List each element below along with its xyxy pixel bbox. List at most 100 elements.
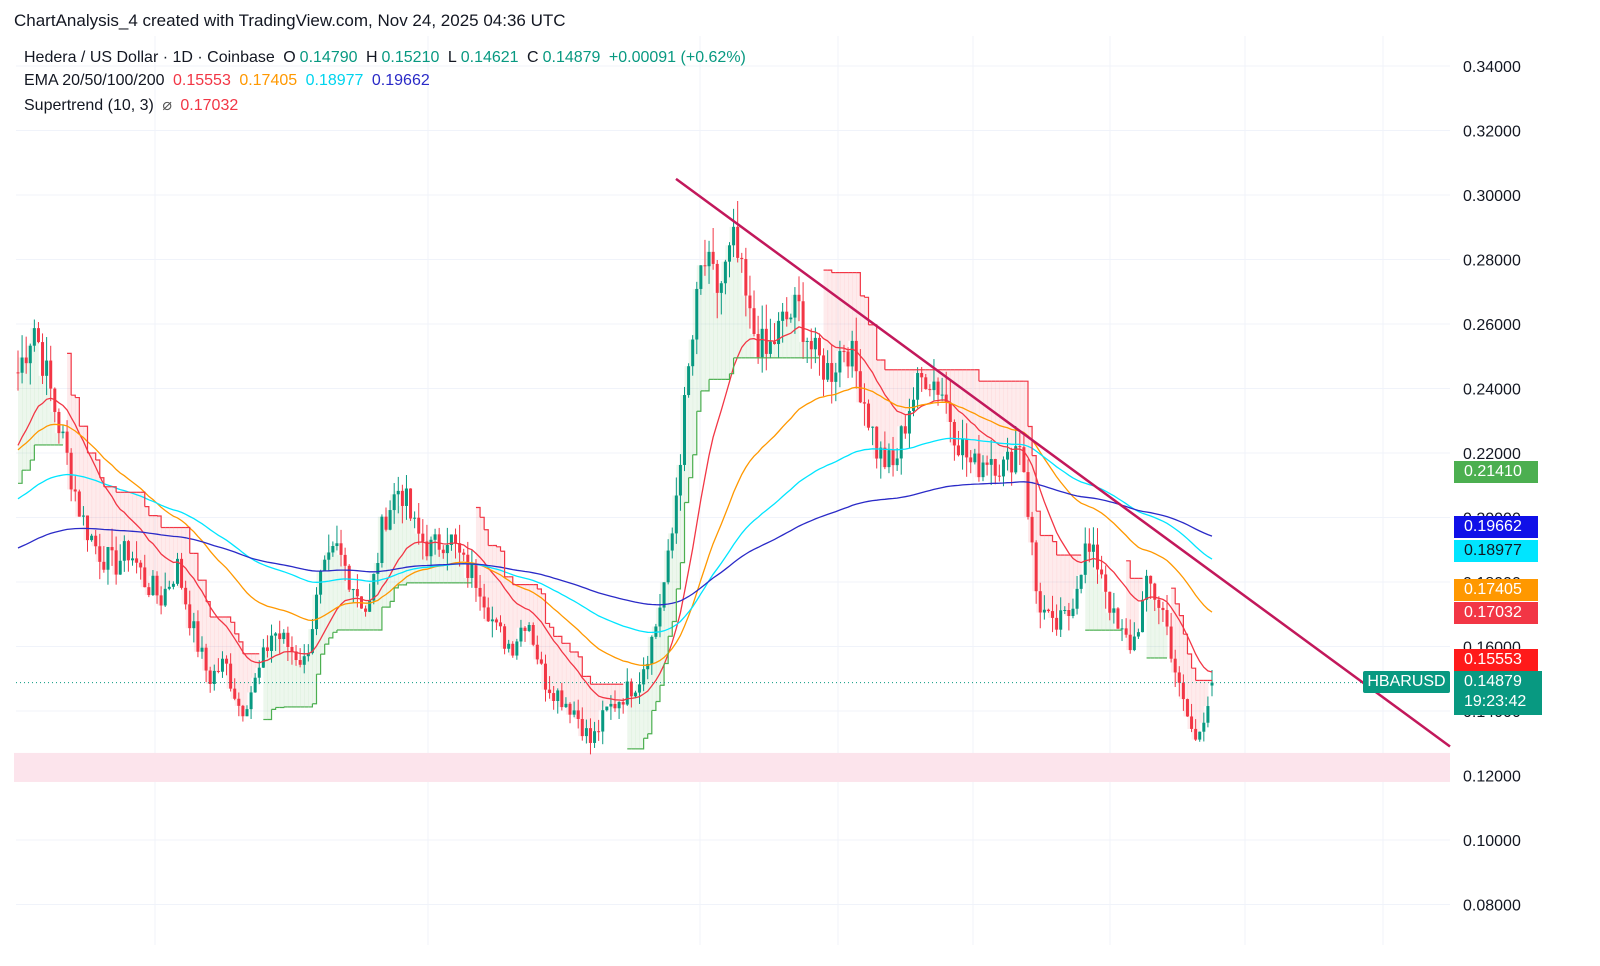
candle-body xyxy=(413,517,417,519)
supertrend-fill-slice xyxy=(970,369,976,454)
change-value: +0.00091 (+0.62%) xyxy=(608,49,746,66)
supertrend-fill-slice xyxy=(1175,603,1180,683)
supertrend-fill-slice xyxy=(316,571,322,675)
supertrend-fill-slice xyxy=(668,533,673,637)
candle-body xyxy=(454,534,458,544)
supertrend-fill-slice xyxy=(811,337,816,358)
candle-body xyxy=(727,245,731,262)
candle-body xyxy=(1100,569,1104,575)
supertrend-fill-slice xyxy=(345,589,350,630)
supertrend-segment xyxy=(974,369,980,382)
candle-body xyxy=(229,663,233,689)
supertrend-fill-slice xyxy=(835,272,841,352)
candle-body xyxy=(114,550,118,575)
supertrend-segment xyxy=(1171,587,1176,604)
supertrend-fill-slice xyxy=(799,341,804,358)
price-tick-label: 0.28000 xyxy=(1463,253,1521,270)
price-axis[interactable]: 0.34000 0.32000 0.30000 0.28000 0.26000 0.240… xyxy=(1463,59,1521,915)
price-tick-label: 0.24000 xyxy=(1463,382,1521,399)
candle-body xyxy=(1018,446,1022,448)
supertrend-segment xyxy=(193,552,199,581)
supertrend-segment xyxy=(578,656,583,677)
candle-body xyxy=(830,363,834,382)
supertrend-fill-slice xyxy=(553,636,559,691)
candle-body xyxy=(175,558,179,584)
supertrend-segment xyxy=(234,633,240,642)
high-value: 0.15210 xyxy=(381,49,440,66)
supertrend-fill-slice xyxy=(913,369,919,374)
supertrend-fill-slice xyxy=(917,369,923,378)
supertrend-fill-slice xyxy=(590,684,596,732)
supertrend-fill-slice xyxy=(75,397,80,517)
candle-body xyxy=(306,653,310,657)
supertrend-fill-slice xyxy=(1195,680,1201,732)
close-label: C xyxy=(527,49,539,66)
candle-body xyxy=(858,371,862,403)
candle-body xyxy=(564,703,568,708)
candle-body xyxy=(842,351,846,353)
supertrend-fill-slice xyxy=(238,641,244,717)
supertrend-fill-slice xyxy=(30,328,35,461)
supertrend-segment xyxy=(316,654,322,675)
candles xyxy=(16,201,1214,755)
supertrend-fill-slice xyxy=(946,369,951,422)
candle-body xyxy=(560,690,564,708)
supertrend-fill-slice xyxy=(386,510,391,608)
supertrend-segment xyxy=(83,425,89,454)
supertrend-segment xyxy=(725,373,731,380)
supertrend-segment xyxy=(238,641,244,654)
supertrend-fill-slice xyxy=(749,333,755,358)
candle-body xyxy=(956,445,960,456)
supertrend-segment xyxy=(320,644,326,655)
candle-body xyxy=(151,575,155,596)
candle-body xyxy=(384,516,388,530)
candle-body xyxy=(1063,609,1067,611)
supertrend-fill-slice xyxy=(1207,680,1213,683)
supertrend-fill-slice xyxy=(709,263,714,380)
candle-body xyxy=(952,421,956,446)
price-tick-label: 0.32000 xyxy=(1463,124,1521,141)
legend-supertrend-row[interactable]: Supertrend (10, 3) ⌀ 0.17032 xyxy=(24,95,242,115)
supertrend-fill-slice xyxy=(999,381,1004,460)
supertrend-fill-slice xyxy=(741,295,747,358)
supertrend-fill-slice xyxy=(1158,610,1164,658)
legend-ema-row[interactable]: EMA 20/50/100/200 0.15553 0.17405 0.1897… xyxy=(24,72,434,90)
candle-body xyxy=(368,600,372,612)
supertrend-fill-slice xyxy=(921,369,927,390)
supertrend-fill-slice xyxy=(394,490,399,588)
price-tick-label: 0.10000 xyxy=(1463,833,1521,850)
supertrend-fill-slice xyxy=(966,369,972,463)
supertrend-fill-slice xyxy=(508,576,514,656)
candle-body xyxy=(801,301,805,342)
candle-body xyxy=(1022,447,1026,473)
supertrend-fill-slice xyxy=(978,381,984,463)
candle-body xyxy=(797,294,801,302)
supertrend-fill-slice xyxy=(1179,615,1184,700)
supertrend-fill-slice xyxy=(332,543,338,633)
candle-body xyxy=(1096,544,1100,570)
symbol-title[interactable]: Hedera / US Dollar · 1D · Coinbase xyxy=(24,49,275,66)
candle-body xyxy=(1206,706,1210,723)
symbol-tag: HBARUSD xyxy=(1363,671,1450,693)
eye-off-icon[interactable]: ⌀ xyxy=(162,97,172,114)
supertrend-segment xyxy=(1175,603,1180,616)
candle-body xyxy=(130,558,134,561)
supertrend-segment xyxy=(230,621,236,634)
candle-body xyxy=(122,541,126,561)
supertrend-fill-slice xyxy=(843,272,849,367)
supertrend-fill-slice xyxy=(1019,381,1025,473)
candle-body xyxy=(760,328,764,358)
supertrend-fill-slice xyxy=(762,353,767,358)
candle-body xyxy=(1112,608,1116,613)
candle-body xyxy=(1001,459,1005,477)
candle-body xyxy=(789,317,793,320)
candle-body xyxy=(155,575,159,596)
supertrend-fill-slice xyxy=(860,295,865,404)
supertrend-fill-slice xyxy=(995,381,1000,477)
supertrend-segment xyxy=(729,357,735,375)
supertrend-fill-slice xyxy=(610,684,616,709)
candle-body xyxy=(854,340,858,372)
candle-body xyxy=(323,559,327,572)
supertrend-fill-slice xyxy=(185,527,191,629)
